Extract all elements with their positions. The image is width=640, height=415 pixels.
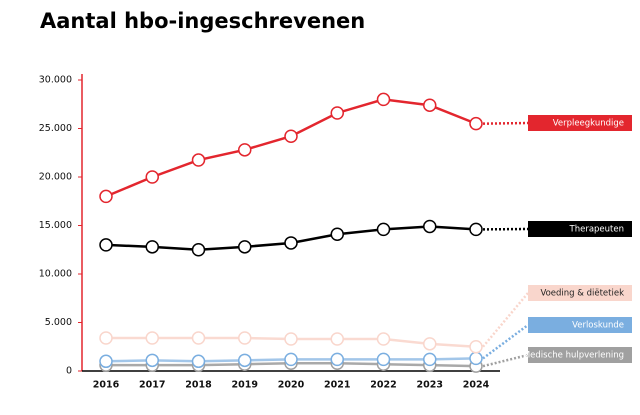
- marker: [469, 116, 483, 131]
- y-tick-label: 20.000: [39, 172, 72, 183]
- marker: [376, 222, 391, 237]
- y-tick-label: 15.000: [39, 220, 72, 231]
- marker: [145, 240, 159, 254]
- marker: [376, 332, 391, 346]
- marker: [238, 331, 252, 345]
- marker: [284, 129, 298, 144]
- x-tick-label: 2020: [278, 380, 305, 391]
- x-tick-label: 2022: [370, 380, 396, 391]
- marker: [191, 243, 206, 257]
- x-tick-label: 2024: [463, 380, 490, 391]
- x-tick-label: 2023: [417, 380, 443, 391]
- marker: [423, 98, 437, 112]
- marker: [99, 331, 113, 345]
- marker: [376, 352, 391, 367]
- x-tick-label: 2019: [232, 380, 258, 391]
- series-label: Therapeuten: [569, 225, 624, 235]
- marker: [99, 189, 113, 204]
- label-box: [528, 115, 632, 131]
- marker: [423, 352, 437, 367]
- x-tick-label: 2017: [139, 380, 165, 391]
- marker: [238, 353, 252, 368]
- y-tick-label: 25.000: [39, 123, 72, 134]
- series-label: Voeding & diëtetiek: [540, 289, 624, 299]
- marker: [469, 340, 483, 354]
- y-tick-label: 5.000: [45, 317, 72, 328]
- marker: [238, 143, 252, 157]
- marker: [330, 352, 344, 367]
- marker: [284, 332, 298, 346]
- marker: [99, 354, 113, 369]
- marker: [284, 352, 298, 367]
- marker: [99, 238, 113, 252]
- y-tick-label: 30.000: [39, 75, 72, 86]
- marker: [145, 353, 159, 368]
- label-box: [528, 347, 632, 363]
- marker: [330, 227, 344, 241]
- connector: [482, 121, 529, 125]
- series-label: Medische hulpverlening: [523, 351, 624, 361]
- series-label: Verloskunde: [572, 321, 624, 331]
- label-box: [528, 317, 632, 333]
- marker: [423, 219, 437, 234]
- marker: [330, 106, 344, 120]
- y-tick-label: 10.000: [39, 269, 72, 280]
- label-box: [528, 285, 632, 301]
- marker: [191, 153, 206, 167]
- marker: [330, 332, 344, 346]
- marker: [145, 331, 159, 345]
- label-box: [528, 221, 632, 237]
- connector: [482, 323, 529, 360]
- marker: [238, 240, 252, 254]
- chart-title: Aantal hbo-ingeschrevenen: [40, 9, 365, 33]
- marker: [469, 222, 483, 237]
- x-tick-label: 2018: [185, 380, 212, 391]
- x-tick-label: 2016: [93, 380, 120, 391]
- marker: [145, 170, 159, 184]
- y-tick-label: 0: [66, 366, 72, 377]
- series-label: Verpleegkundige: [553, 119, 624, 129]
- marker: [191, 354, 206, 369]
- marker: [284, 236, 298, 250]
- marker: [376, 92, 391, 107]
- marker: [469, 351, 483, 366]
- marker: [423, 337, 437, 351]
- x-tick-label: 2021: [324, 380, 350, 391]
- marker: [191, 331, 206, 345]
